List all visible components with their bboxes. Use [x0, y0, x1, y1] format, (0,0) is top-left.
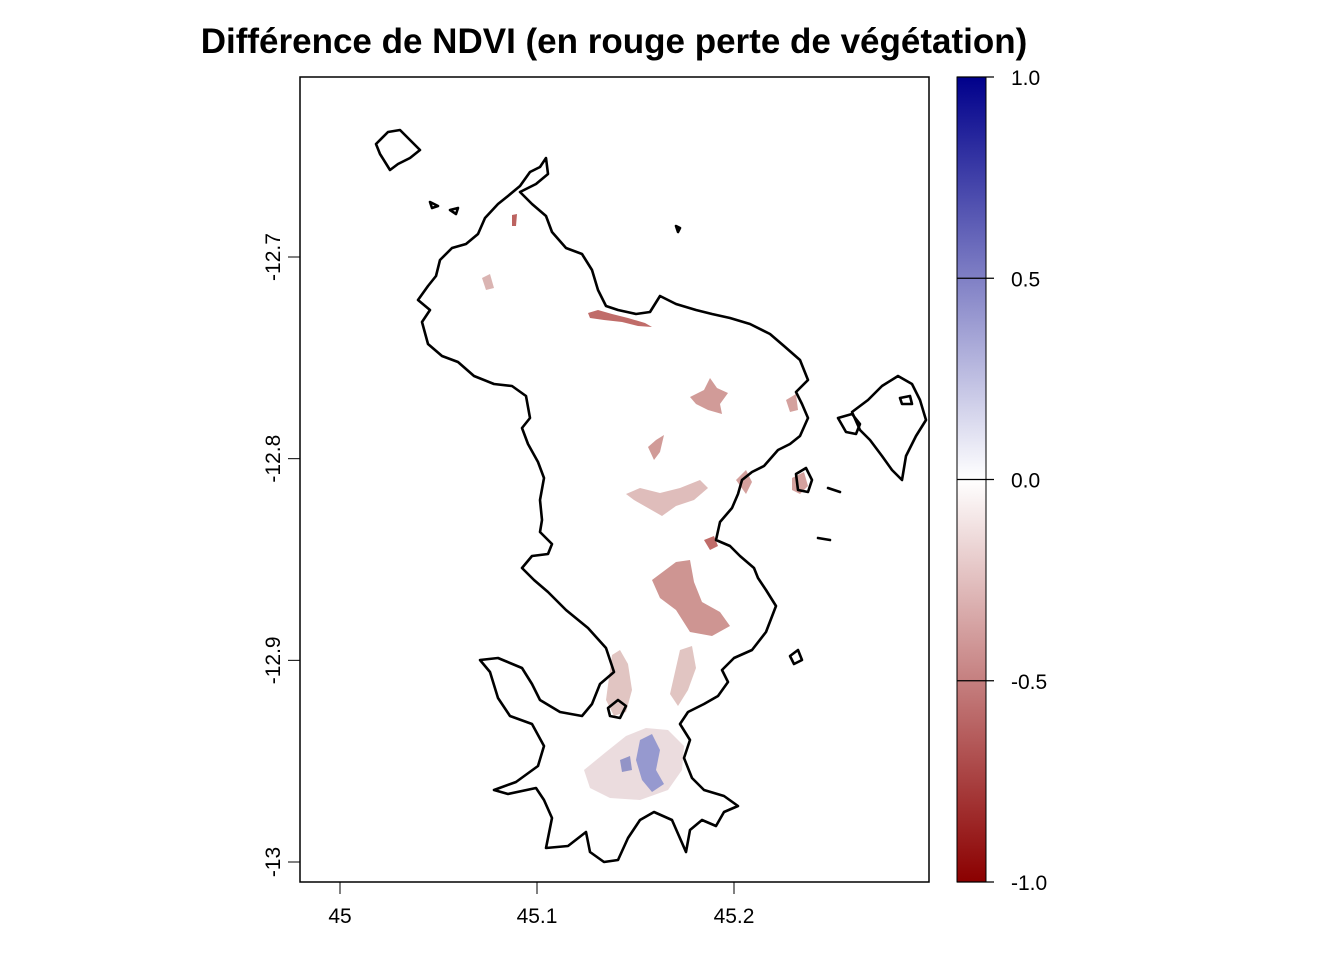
loss-patch-northwest [482, 274, 494, 290]
colorbar-tick-label: -1.0 [1011, 872, 1047, 895]
colorbar-tick-label: -0.5 [1011, 671, 1047, 694]
loss-patch-east-coast [704, 536, 718, 550]
loss-patch-east-small [786, 394, 798, 412]
loss-patch-middle [626, 480, 708, 516]
colorbar-ticks: 1.0 0.5 0.0 -0.5 -1.0 [957, 67, 1047, 895]
loss-patch-north-point [512, 214, 517, 226]
islet-south-outline [606, 698, 628, 720]
islet-small-5-outline [826, 486, 842, 494]
mixed-patch-south-2 [670, 646, 696, 706]
map-title: Différence de NDVI (en rouge perte de vé… [200, 22, 1028, 61]
islet-small-3-outline [674, 224, 682, 234]
loss-patch-center-east [690, 378, 728, 414]
x-tick-label: 45.2 [714, 905, 755, 928]
colorbar-tick-label: 0.5 [1011, 268, 1040, 291]
y-tick-label: -13 [262, 847, 285, 877]
mixed-patch-southern-area [584, 728, 684, 800]
y-tick-label: -12.8 [262, 435, 285, 483]
islet-small-4-outline [816, 536, 832, 542]
ndvi-raster [482, 214, 808, 800]
loss-patch-center [648, 435, 664, 460]
x-tick-label: 45.1 [517, 905, 558, 928]
x-tick-label: 45 [328, 905, 351, 928]
islet-small-2-outline [428, 200, 440, 210]
y-tick-label: -12.9 [262, 636, 285, 684]
colorbar-tick-label: 0.0 [1011, 470, 1040, 493]
coastline [374, 128, 928, 864]
y-axis: -12.7 -12.8 -12.9 -13 [262, 233, 301, 877]
mtsamboro-islet-outline [374, 128, 422, 172]
gain-patch-southern-2 [620, 756, 632, 772]
loss-patch-north-coast [588, 310, 652, 327]
x-axis: 45 45.1 45.2 [328, 881, 755, 928]
colorbar-tick-label: 1.0 [1011, 67, 1040, 90]
colorbar: 1.0 0.5 0.0 -0.5 -1.0 [956, 67, 1047, 895]
islet-pamandzi-outline [836, 412, 862, 436]
petite-terre-outline [850, 374, 928, 482]
loss-patch-south-large [652, 560, 730, 636]
y-tick-label: -12.7 [262, 233, 285, 281]
islet-small-1-outline [448, 206, 460, 216]
islet-east-1-outline [794, 466, 814, 494]
islet-bandrele-outline [788, 648, 804, 666]
mainland-outline [416, 156, 810, 864]
gain-patch-southern [636, 734, 664, 792]
islet-small-6-outline [898, 394, 914, 406]
